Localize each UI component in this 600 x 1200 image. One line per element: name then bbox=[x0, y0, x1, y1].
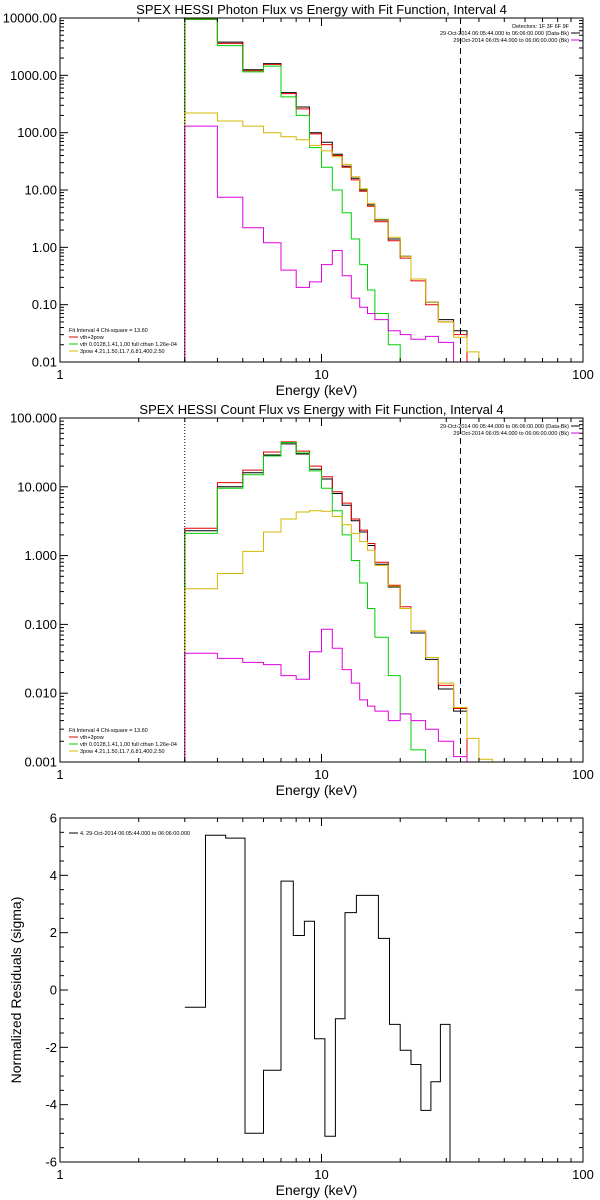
series-line-1 bbox=[184, 18, 468, 362]
legend-entry: 4. 29-Oct-2014 06:05:44.000 to 06:06:00.… bbox=[80, 831, 190, 837]
legend-entry: vth 0.0128,1.41,1.00 full cthan 1.26e-04 bbox=[80, 342, 177, 348]
y-tick-label: 2 bbox=[50, 925, 57, 940]
y-tick-label: 1000.00 bbox=[10, 68, 57, 83]
x-tick-label: 100 bbox=[572, 1167, 594, 1182]
y-tick-label: 0 bbox=[50, 983, 57, 998]
legend-entry: 3pow 4.21,1.50,11.7,6.81,400,2.50 bbox=[80, 349, 165, 355]
y-tick-label: -6 bbox=[45, 1155, 57, 1170]
x-axis-label: Energy (keV) bbox=[276, 1182, 358, 1198]
series-line-2 bbox=[184, 18, 468, 362]
annotation-text: Detectors: 1F 3F 6F 9F bbox=[512, 24, 569, 30]
y-tick-label: -4 bbox=[45, 1097, 57, 1112]
plot-frame bbox=[59, 817, 584, 1163]
plot-frame bbox=[59, 17, 584, 363]
y-tick-label: 1.000 bbox=[24, 548, 57, 563]
x-tick-label: 1 bbox=[56, 367, 63, 382]
legend-entry: Fit Interval 4 Chi-square = 13.60 bbox=[69, 328, 148, 334]
annotation-text: 29-Oct-2014 06:05:44.000 to 06:06:00.000… bbox=[453, 38, 569, 44]
series-line-3 bbox=[184, 442, 427, 762]
legend-entry: vth 0.0128,1.41,1.00 full cthan 1.26e-04 bbox=[80, 742, 177, 748]
y-tick-label: -2 bbox=[45, 1040, 57, 1055]
series-line-4 bbox=[184, 112, 480, 362]
y-tick-label: 4 bbox=[50, 868, 57, 883]
chart-panel-1: SPEX HESSI Photon Flux vs Energy with Fi… bbox=[3, 2, 594, 398]
x-tick-label: 10 bbox=[314, 367, 328, 382]
chart-title: SPEX HESSI Photon Flux vs Energy with Fi… bbox=[136, 2, 507, 17]
chart-title: SPEX HESSI Count Flux vs Energy with Fit… bbox=[139, 402, 503, 417]
series-line-5 bbox=[184, 125, 467, 362]
annotation-text: 29-Oct-2014 06:05:44.000 to 06:06:00.000… bbox=[453, 431, 569, 437]
y-tick-label: 0.10 bbox=[32, 297, 57, 312]
chart-panel-2: SPEX HESSI Count Flux vs Energy with Fit… bbox=[10, 402, 594, 798]
legend-entry: vth+3pow bbox=[80, 735, 104, 741]
y-tick-label: 10000.00 bbox=[3, 11, 57, 26]
y-tick-label: 1.00 bbox=[32, 240, 57, 255]
y-tick-label: 0.100 bbox=[24, 617, 57, 632]
series-line-3 bbox=[184, 18, 411, 362]
y-tick-label: 6 bbox=[50, 811, 57, 826]
y-tick-label: 0.001 bbox=[24, 755, 57, 770]
x-axis-label: Energy (keV) bbox=[276, 782, 358, 798]
x-tick-label: 1 bbox=[56, 1167, 63, 1182]
series-line-1 bbox=[184, 834, 461, 1162]
series-line-4 bbox=[184, 510, 493, 762]
y-tick-label: 100.000 bbox=[10, 411, 57, 426]
chart-panel-3: 1 10 100 -6 -4 -2 0 2 4 6 Energy (keV) Normalized R… bbox=[8, 811, 594, 1199]
x-tick-label: 1 bbox=[56, 767, 63, 782]
x-tick-label: 100 bbox=[572, 367, 594, 382]
y-tick-label: 0.010 bbox=[24, 686, 57, 701]
x-tick-label: 10 bbox=[314, 1167, 328, 1182]
y-tick-label: 10.000 bbox=[17, 479, 57, 494]
annotation-text: 29-Oct-2014 06:05:44.000 to 06:06:00.000… bbox=[440, 31, 569, 37]
annotation-text: 29-Oct-2014 06:05:44.000 to 06:06:00.000… bbox=[440, 424, 569, 430]
legend-entry: 3pow 4.21,1.50,11.7,6.81,400,2.50 bbox=[80, 749, 165, 755]
x-tick-label: 100 bbox=[572, 767, 594, 782]
series-line-1 bbox=[184, 443, 468, 762]
x-tick-label: 10 bbox=[314, 767, 328, 782]
y-tick-label: 100.00 bbox=[17, 125, 57, 140]
x-axis-label: Energy (keV) bbox=[276, 382, 358, 398]
legend-entry: vth+3pow bbox=[80, 335, 104, 341]
series-line-5 bbox=[184, 628, 468, 762]
y-tick-label: 10.00 bbox=[24, 183, 57, 198]
series-line-2 bbox=[184, 441, 468, 762]
y-axis-label: Normalized Residuals (sigma) bbox=[8, 897, 24, 1084]
legend-entry: Fit Interval 4 Chi-square = 13.60 bbox=[69, 728, 148, 734]
y-tick-label: 0.01 bbox=[32, 355, 57, 370]
